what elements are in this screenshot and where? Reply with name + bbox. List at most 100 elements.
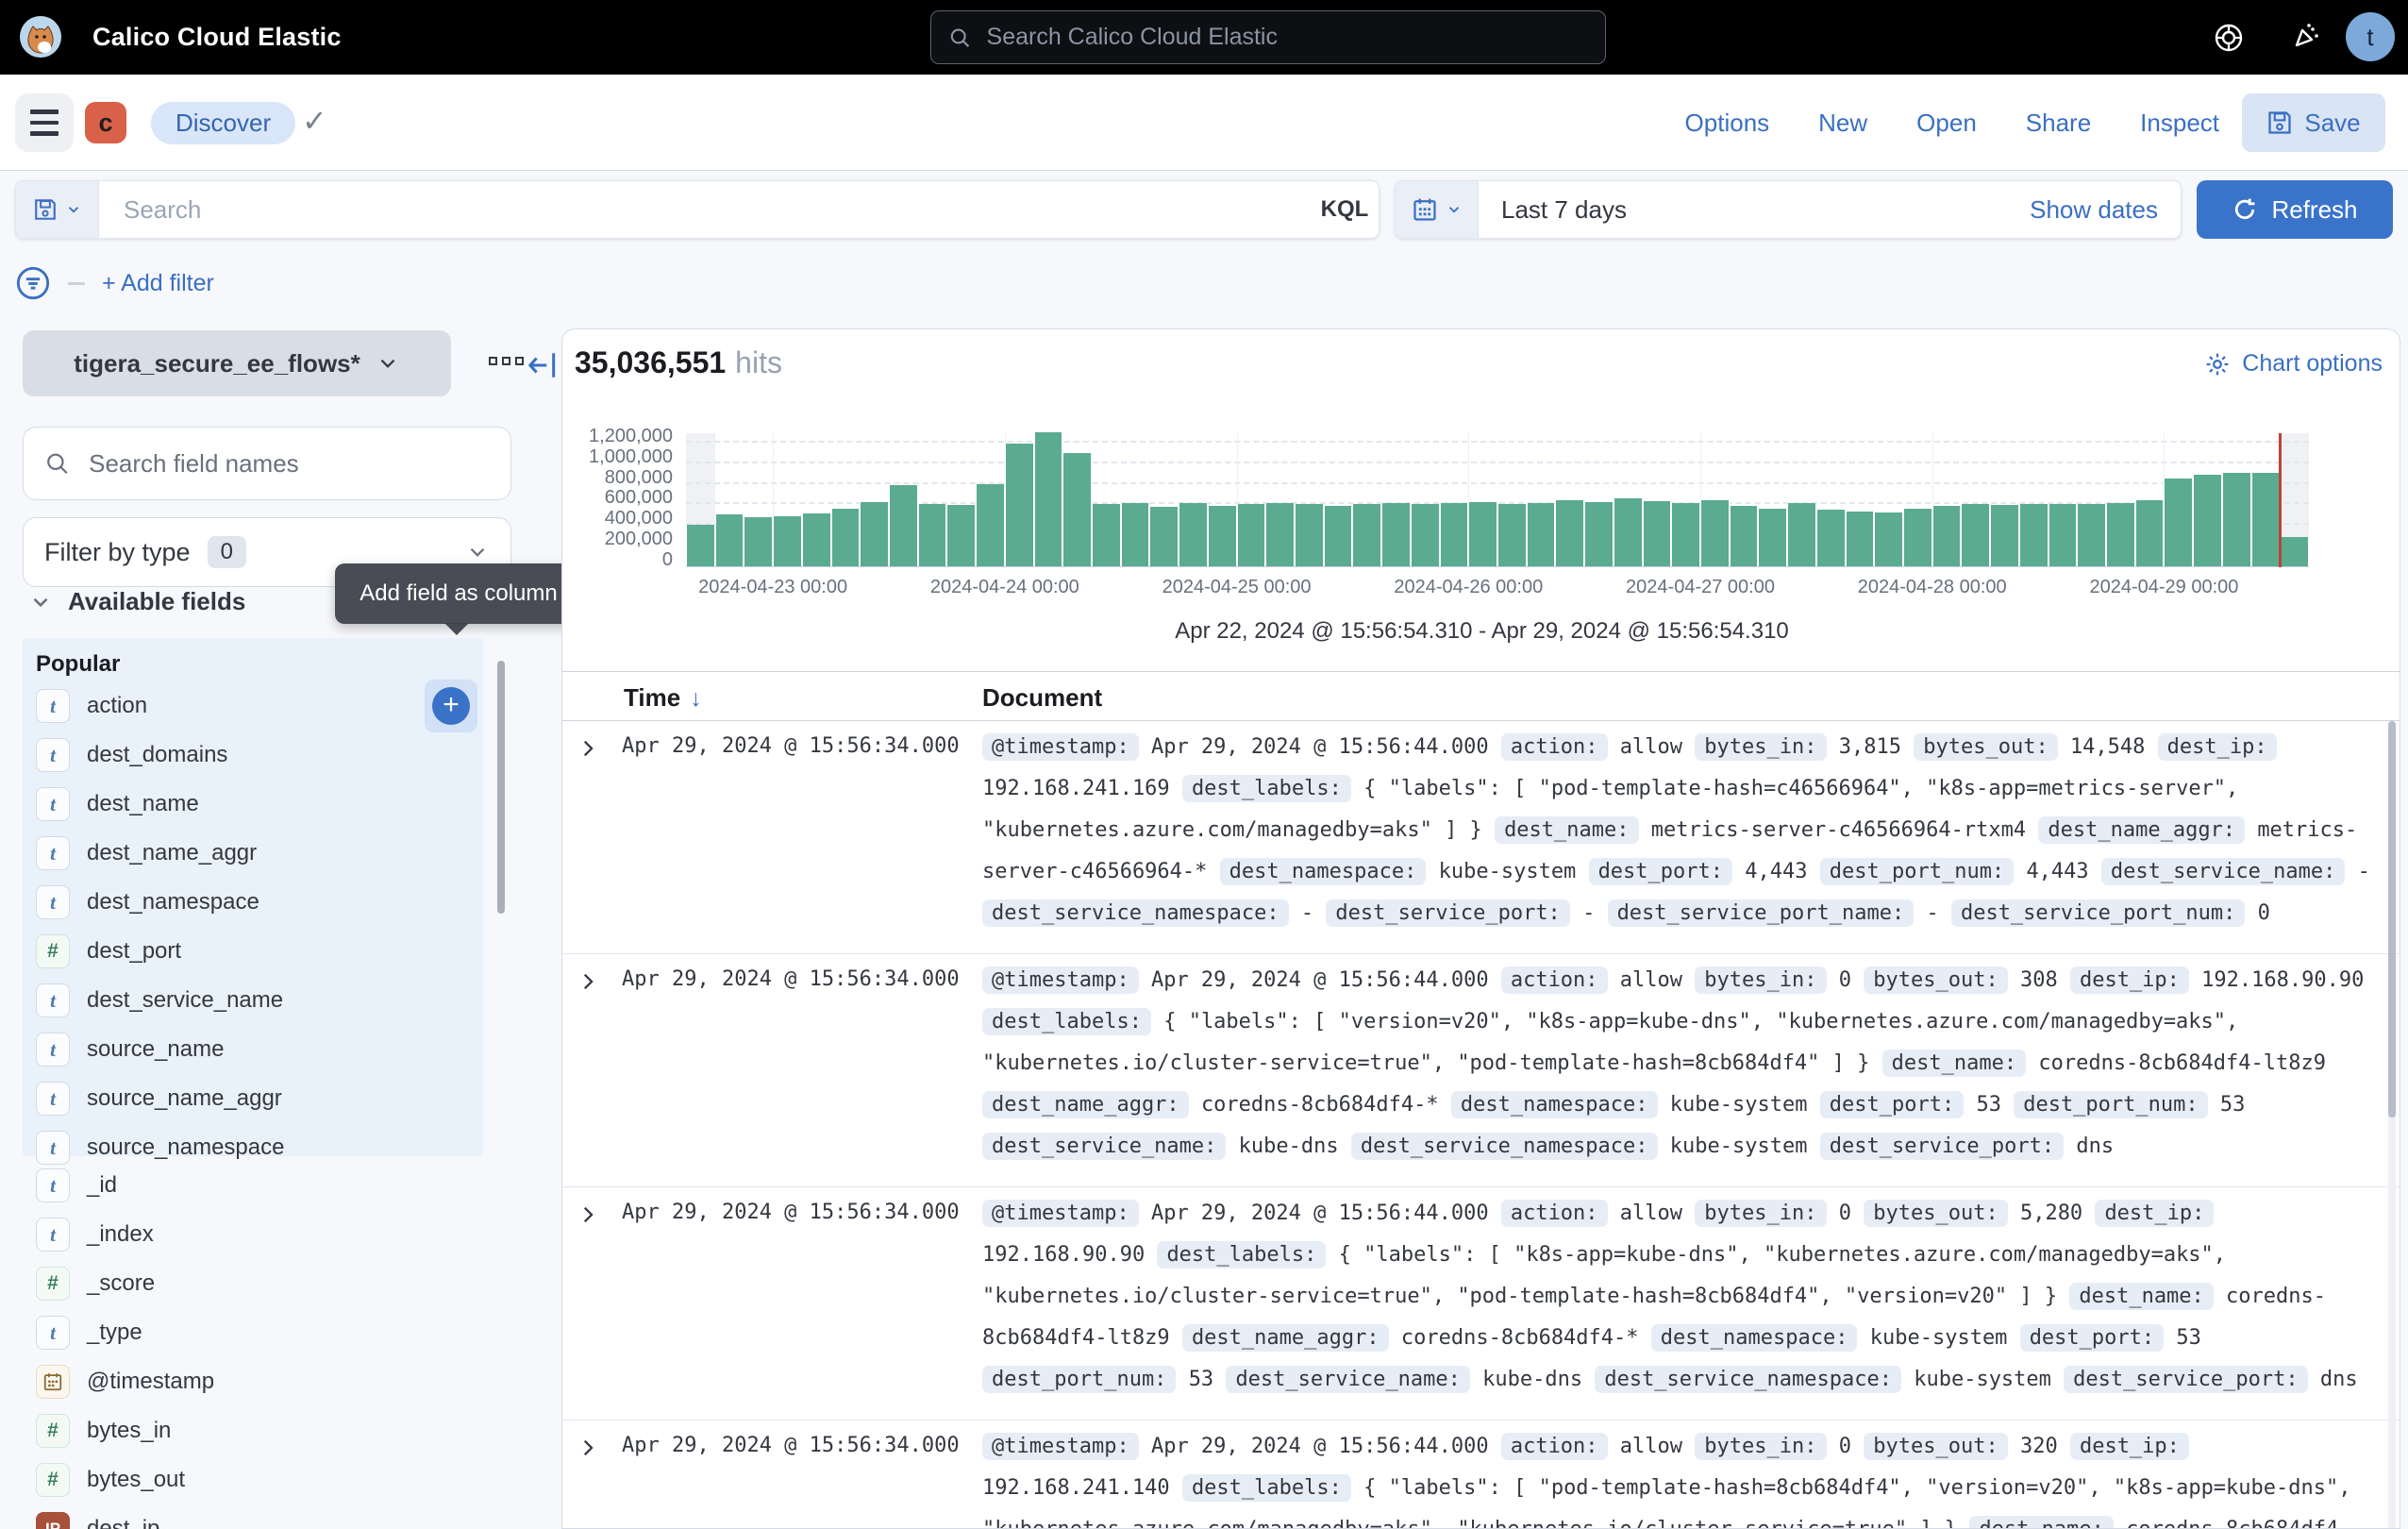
histogram-bar[interactable] [830,508,861,566]
histogram-bar[interactable] [1787,503,1816,566]
histogram-bar[interactable] [1323,505,1353,566]
histogram-bar[interactable] [686,525,715,566]
histogram-bar[interactable] [2134,499,2165,566]
histogram-bar[interactable] [1555,500,1585,566]
date-quick-select-button[interactable] [1396,181,1479,238]
chart-options-button[interactable]: Chart options [2204,350,2383,378]
doc-field-name[interactable]: dest_name_aggr: [1181,1324,1389,1352]
field-item-source_name_aggr[interactable]: t source_name_aggr [23,1074,483,1123]
sort-desc-icon[interactable]: ↓ [690,685,702,712]
histogram-bar[interactable] [1874,512,1903,566]
histogram-bar[interactable] [2250,472,2281,566]
show-dates-button[interactable]: Show dates [2030,194,2158,224]
doc-field-name[interactable]: dest_port_num: [1819,858,2015,885]
doc-field-name[interactable]: bytes_out: [1864,1200,2008,1227]
field-search-input[interactable] [87,447,490,479]
field-item-_index[interactable]: t _index [23,1210,483,1259]
doc-field-name[interactable]: dest_name_aggr: [982,1091,1189,1118]
sidebar-scrollbar[interactable] [497,661,505,914]
inspect-link[interactable]: Inspect [2140,109,2219,137]
query-input[interactable] [122,193,1288,226]
doc-field-name[interactable]: dest_service_port: [1326,899,1570,927]
doc-field-name[interactable]: action: [1500,733,1608,761]
histogram-bar[interactable] [1468,502,1497,566]
histogram-bar[interactable] [1352,503,1382,566]
histogram-bar[interactable] [1758,508,1788,566]
histogram-bar[interactable] [1004,444,1034,566]
histogram-bar[interactable] [1410,503,1440,566]
histogram-bar[interactable] [917,504,947,566]
save-button[interactable]: Save [2242,93,2385,152]
doc-field-name[interactable]: dest_name: [1969,1516,2114,1528]
histogram-bar[interactable] [1497,504,1527,566]
field-item-_score[interactable]: # _score [23,1259,483,1308]
field-item-source_name[interactable]: t source_name [23,1025,483,1074]
add-filter-button[interactable]: + Add filter [102,269,214,296]
field-item-_type[interactable]: t _type [23,1308,483,1357]
doc-field-name[interactable]: dest_port_num: [982,1366,1177,1393]
time-range-value[interactable]: Last 7 days [1501,194,1627,224]
doc-field-name[interactable]: dest_service_namespace: [1595,1366,1901,1393]
space-badge[interactable]: c [85,102,126,143]
menu-toggle-button[interactable] [15,93,74,152]
doc-field-name[interactable]: dest_service_name: [1226,1366,1470,1393]
histogram-bar[interactable] [1671,502,1700,566]
doc-field-name[interactable]: action: [1500,1200,1608,1227]
doc-field-name[interactable]: action: [1500,966,1608,994]
open-link[interactable]: Open [1916,109,1977,137]
new-link[interactable]: New [1818,109,1868,137]
histogram-bar[interactable] [801,513,831,566]
histogram-bar[interactable] [2077,503,2106,566]
table-scrollbar[interactable] [2388,721,2396,1528]
field-search[interactable] [23,427,511,500]
histogram-bar[interactable] [1207,505,1237,566]
doc-field-name[interactable]: bytes_out: [1864,1433,2008,1460]
histogram-bar[interactable] [2280,537,2309,566]
breadcrumb-discover[interactable]: Discover [151,102,296,144]
doc-field-name[interactable]: bytes_out: [1864,966,2008,994]
histogram-bar[interactable] [1236,503,1266,566]
field-item-dest_service_name[interactable]: t dest_service_name [23,976,483,1025]
histogram-bar[interactable] [2193,474,2222,566]
doc-field-name[interactable]: action: [1500,1433,1608,1460]
histogram-bar[interactable] [976,483,1005,566]
doc-field-name[interactable]: bytes_in: [1695,966,1827,994]
histogram-bar[interactable] [1729,505,1759,566]
doc-field-name[interactable]: dest_port: [2019,1324,2165,1352]
doc-field-name[interactable]: dest_service_namespace: [982,899,1289,927]
field-item-_id[interactable]: t _id [23,1161,483,1210]
doc-field-name[interactable]: dest_service_name: [2100,858,2346,885]
calico-logo-icon[interactable] [19,15,62,59]
doc-field-name[interactable]: bytes_out: [1914,733,2058,761]
expand-row-button[interactable] [576,1436,604,1464]
collapse-sidebar-icon[interactable] [527,349,559,381]
histogram-chart[interactable] [686,432,2309,567]
doc-field-name[interactable]: dest_ip: [2157,733,2277,761]
doc-field-name[interactable]: @timestamp: [982,966,1139,994]
doc-field-name[interactable]: dest_service_port: [1819,1133,2065,1160]
user-avatar[interactable]: t [2346,12,2395,61]
histogram-bar[interactable] [1584,501,1614,566]
histogram-bar[interactable] [1179,503,1208,566]
histogram-bar[interactable] [2018,504,2048,566]
doc-field-name[interactable]: @timestamp: [982,1433,1139,1460]
histogram-bar[interactable] [1381,502,1411,566]
histogram-bar[interactable] [2164,479,2194,566]
histogram-bar[interactable] [1990,505,2019,566]
histogram-bar[interactable] [1642,500,1672,566]
doc-field-name[interactable]: dest_port: [1588,858,1733,885]
doc-field-name[interactable]: dest_service_name: [982,1133,1227,1160]
doc-field-name[interactable]: dest_name: [2069,1283,2214,1310]
doc-field-name[interactable]: dest_namespace: [1219,858,1427,885]
saved-queries-button[interactable] [16,181,99,238]
add-field-button[interactable]: + [425,680,477,732]
index-pattern-selector[interactable]: tigera_secure_ee_flows* [23,330,451,396]
histogram-bar[interactable] [1931,505,1962,566]
doc-field-name[interactable]: dest_labels: [1181,1474,1351,1502]
global-search[interactable] [930,10,1606,64]
histogram-bar[interactable] [1120,502,1150,566]
histogram-bar[interactable] [1526,502,1556,566]
help-icon[interactable] [2212,21,2246,55]
doc-field-name[interactable]: dest_namespace: [1650,1324,1858,1352]
histogram-bar[interactable] [1033,432,1063,566]
